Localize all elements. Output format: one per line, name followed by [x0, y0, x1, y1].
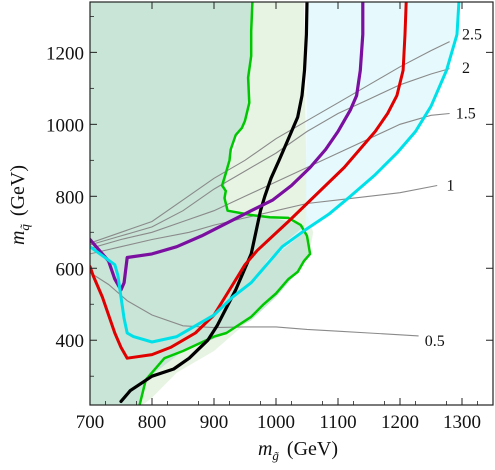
x-tick-label-4: 1100 — [319, 412, 356, 433]
y-tick-label-3: 1000 — [46, 115, 84, 136]
x-tick-label-3: 1000 — [257, 412, 295, 433]
plot-clip-group — [90, 2, 461, 405]
plot-area: 0.5 1 1.5 2 2.5 700 800 900 1000 1100 1200 1300 400 6… — [46, 1, 494, 433]
y-tick-label-4: 1200 — [46, 43, 84, 64]
contour-label-4: 2.5 — [462, 27, 482, 44]
excluded-region-1 — [90, 2, 314, 405]
exclusion-curve-0 — [138, 2, 312, 405]
excluded-region-2 — [254, 2, 459, 283]
y-tick-label-1: 600 — [56, 259, 85, 280]
contour-line-0 — [90, 272, 419, 337]
exclusion-curve-1 — [119, 2, 309, 403]
y-tick-label-0: 400 — [56, 331, 85, 352]
y-tick-label-2: 800 — [56, 187, 85, 208]
contour-label-3: 2 — [462, 60, 470, 77]
x-tick-label-1: 800 — [138, 412, 167, 433]
x-tick-label-0: 700 — [76, 412, 105, 433]
excluded-region-0 — [90, 2, 311, 405]
exclusion-curve-2 — [90, 2, 365, 292]
exclusion-curve-4 — [90, 2, 461, 344]
contour-line-2 — [90, 112, 450, 250]
x-axis-title: mg̃ (GeV) — [258, 438, 338, 463]
x-tick-label-6: 1300 — [443, 412, 481, 433]
contour-label-1: 1 — [447, 177, 455, 194]
contour-label-2: 1.5 — [456, 105, 476, 122]
exclusion-curve-3 — [90, 2, 408, 360]
x-tick-label-2: 900 — [200, 412, 229, 433]
y-axis-title: mq̃(GeV) — [7, 165, 32, 245]
x-tick-label-5: 1200 — [381, 412, 419, 433]
contour-label-0: 0.5 — [425, 333, 445, 350]
contour-line-4 — [90, 41, 450, 244]
